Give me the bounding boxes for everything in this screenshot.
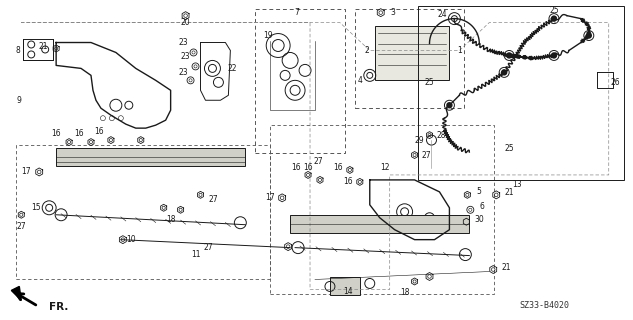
Text: 16: 16 [333,164,342,172]
Text: 22: 22 [228,64,237,73]
Text: 27: 27 [313,157,323,166]
Text: 25: 25 [549,6,559,15]
Text: 5: 5 [477,188,482,196]
Text: 25: 25 [425,78,434,87]
Text: 21: 21 [501,263,511,272]
Text: 7: 7 [294,8,299,17]
Text: 13: 13 [512,180,522,189]
Text: 23: 23 [181,52,191,61]
Text: 2: 2 [365,46,369,55]
Text: 6: 6 [480,202,485,211]
Text: SZ33-B4020: SZ33-B4020 [519,301,569,310]
Text: 9: 9 [17,96,22,105]
Text: 16: 16 [303,164,313,172]
Bar [330,277,360,295]
Text: 11: 11 [191,250,200,259]
Text: 26: 26 [611,78,620,87]
Text: 16: 16 [343,177,353,187]
Circle shape [506,53,511,58]
Text: 17: 17 [22,167,31,176]
Text: 23: 23 [179,68,189,77]
Bar [16,145,270,279]
Bar [375,26,449,80]
Text: 15: 15 [32,203,41,212]
Text: 8: 8 [16,46,21,55]
Text: 25: 25 [505,144,514,153]
Bar [355,9,465,108]
Text: 28: 28 [437,131,446,140]
Bar [56,148,246,166]
Text: 16: 16 [51,129,61,138]
Text: 21: 21 [505,188,514,197]
Circle shape [586,33,591,38]
Circle shape [551,53,556,58]
Text: 17: 17 [265,193,275,202]
Circle shape [551,16,556,21]
Text: 21: 21 [39,42,48,51]
Text: 16: 16 [291,164,301,172]
Text: 3: 3 [390,8,395,17]
Text: 1: 1 [457,46,461,55]
Bar [270,125,494,294]
Text: 19: 19 [263,31,273,40]
Text: 18: 18 [400,288,410,297]
Text: 23: 23 [179,38,189,47]
Text: 18: 18 [166,215,175,224]
Circle shape [447,103,452,108]
Text: 27: 27 [209,195,218,204]
Text: 16: 16 [94,127,104,136]
Text: 4: 4 [358,76,362,85]
Text: 14: 14 [343,287,353,296]
Text: 10: 10 [126,235,135,244]
Text: 16: 16 [74,129,84,138]
Text: 27: 27 [16,222,26,231]
Text: 20: 20 [181,18,191,27]
Text: 27: 27 [422,150,431,160]
Text: 27: 27 [204,243,213,252]
Bar [23,38,53,60]
Text: 30: 30 [474,215,484,224]
Text: FR.: FR. [49,302,68,312]
Bar [290,215,469,233]
Circle shape [502,70,506,75]
Text: 29: 29 [415,136,424,145]
Bar [255,9,345,153]
Text: 12: 12 [380,164,389,172]
Text: 24: 24 [437,10,448,19]
Bar [418,6,624,180]
Polygon shape [11,286,22,300]
